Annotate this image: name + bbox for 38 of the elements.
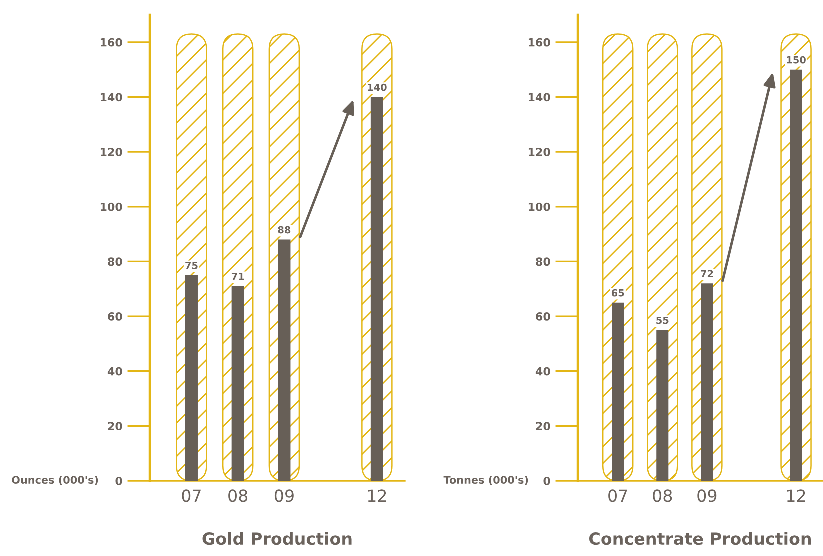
x-tick-label: 12 [368, 490, 386, 502]
x-tick-label: 08 [653, 490, 672, 502]
data-label: 88 [278, 226, 291, 234]
y-axis-title: Tonnes (000's) [444, 476, 528, 486]
y-tick-label: 20 [536, 422, 550, 431]
x-tick-label: 09 [698, 490, 717, 502]
text: Concentrate Production [590, 532, 812, 546]
data-label: 140 [368, 84, 387, 92]
data-label: 72 [701, 270, 714, 278]
y-tick-label: 80 [108, 258, 122, 266]
y-tick-label: 140 [528, 93, 550, 102]
y-tick-label: 100 [100, 202, 122, 212]
y-tick-label: 160 [100, 38, 122, 47]
data-label: 65 [612, 289, 624, 297]
y-tick-label: 120 [100, 148, 122, 156]
y-tick-label: 80 [536, 258, 550, 266]
text: Gold Production [202, 532, 352, 546]
data-label: 150 [787, 56, 806, 64]
x-tick-label: 08 [228, 490, 248, 502]
data-label: 55 [656, 316, 669, 324]
y-tick-label: 60 [536, 312, 550, 321]
y-tick-label: 20 [108, 422, 122, 431]
y-tick-label: 0 [116, 476, 122, 486]
y-tick-label: 140 [100, 93, 122, 102]
y-tick-label: 0 [544, 476, 550, 486]
y-tick-label: 120 [528, 148, 550, 156]
y-tick-label: 40 [536, 367, 550, 376]
x-tick-label: 09 [274, 490, 294, 502]
y-tick-label: 100 [528, 202, 550, 212]
x-tick-label: 07 [182, 490, 201, 502]
y-tick-label: 60 [108, 312, 122, 321]
y-axis-title: Ounces (000's) [12, 476, 98, 486]
x-tick-label: 07 [608, 490, 628, 502]
y-tick-label: 40 [108, 367, 122, 376]
data-label: 75 [186, 262, 198, 270]
data-label: 71 [232, 273, 244, 280]
x-tick-label: 12 [788, 490, 806, 502]
y-tick-label: 160 [528, 38, 550, 47]
